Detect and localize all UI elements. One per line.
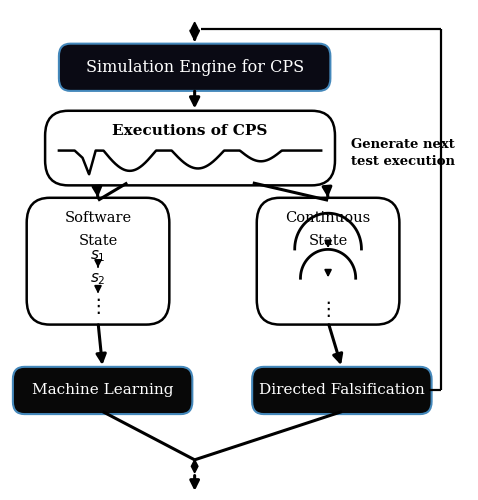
Text: Continuous: Continuous: [285, 211, 371, 225]
Polygon shape: [191, 460, 198, 473]
Text: Executions of CPS: Executions of CPS: [112, 124, 268, 138]
FancyBboxPatch shape: [59, 44, 330, 91]
FancyBboxPatch shape: [252, 367, 432, 414]
FancyBboxPatch shape: [13, 367, 192, 414]
FancyBboxPatch shape: [45, 111, 335, 186]
Text: $s_2$: $s_2$: [90, 272, 106, 287]
FancyBboxPatch shape: [257, 198, 400, 324]
Text: Software: Software: [65, 211, 131, 225]
Text: ⋮: ⋮: [318, 300, 338, 320]
Text: Simulation Engine for CPS: Simulation Engine for CPS: [86, 59, 304, 76]
FancyBboxPatch shape: [27, 198, 169, 324]
Text: Generate next
test execution: Generate next test execution: [351, 138, 455, 168]
Text: Machine Learning: Machine Learning: [32, 384, 174, 398]
Text: ⋮: ⋮: [88, 297, 108, 316]
Text: State: State: [78, 234, 118, 248]
Text: State: State: [308, 234, 348, 248]
Text: Directed Falsification: Directed Falsification: [259, 384, 425, 398]
Text: $s_1$: $s_1$: [90, 248, 106, 264]
Polygon shape: [191, 22, 198, 35]
